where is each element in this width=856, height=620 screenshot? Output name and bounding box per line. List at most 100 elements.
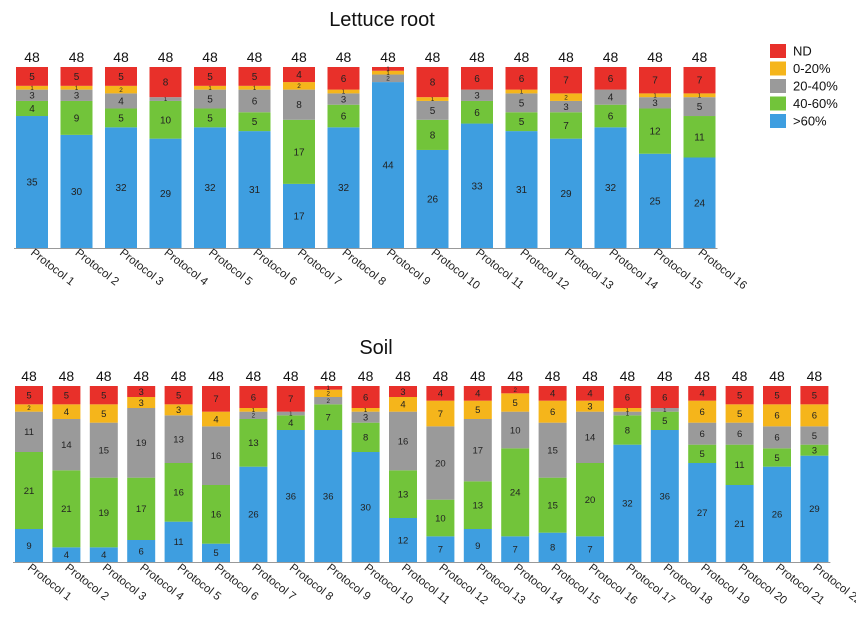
- bar-segment-0-20pct: [683, 93, 716, 98]
- data-label: 29: [809, 504, 820, 515]
- legend-item-20-40pct: 20-40%: [770, 79, 838, 94]
- bar-segment-40-60pct: [538, 477, 567, 533]
- legend-label: >60%: [793, 114, 827, 129]
- bar-segment-20-40pct: [461, 89, 493, 101]
- bar-segment-20-40pct: [276, 411, 305, 416]
- bar-segment-gt60pct: [683, 157, 716, 248]
- bar-segment-0-20pct: [501, 393, 530, 412]
- bar-segment-40-60pct: [650, 411, 679, 430]
- data-label: 26: [772, 510, 783, 521]
- bar-segment-gt60pct: [105, 127, 137, 248]
- data-label: 11: [174, 537, 184, 548]
- data-label: 29: [160, 189, 172, 200]
- data-label: 20: [585, 495, 596, 506]
- x-tick-label: Protocol 7: [295, 247, 343, 288]
- bar-segment-0-20pct: [416, 97, 449, 101]
- data-label: 5: [737, 390, 742, 401]
- data-label: 32: [605, 183, 617, 194]
- bar-segment-20-40pct: [149, 97, 182, 101]
- data-label: 6: [700, 429, 705, 440]
- bar-segment-40-60pct: [639, 108, 671, 154]
- bar-segment-0-20pct: [327, 89, 360, 94]
- data-label: 4: [64, 407, 69, 418]
- bar-segment-nd: [351, 386, 380, 408]
- data-label: 2: [326, 398, 330, 405]
- bar-stack-protocol-4: 29 10 1 8: [149, 67, 182, 248]
- bar-total-label: 48: [113, 49, 129, 65]
- bar-segment-gt60pct: [594, 127, 627, 248]
- bar-segment-20-40pct: [16, 89, 48, 101]
- data-label: 33: [471, 181, 483, 192]
- data-label: 2: [252, 413, 256, 420]
- bar-segment-20-40pct: [202, 426, 230, 485]
- data-label: 4: [700, 389, 705, 400]
- bar-segment-nd: [105, 67, 137, 86]
- data-label: 3: [341, 94, 346, 105]
- data-label: 32: [622, 499, 633, 510]
- legend-label: 0-20%: [793, 61, 831, 76]
- bar-segment-40-60pct: [576, 463, 604, 537]
- data-label: 31: [249, 185, 261, 196]
- data-label: 6: [251, 392, 256, 403]
- bar-segment-gt60pct: [202, 543, 230, 562]
- bar-segment-20-40pct: [725, 422, 754, 445]
- data-label: 32: [204, 183, 216, 194]
- bar-total-label: 48: [657, 368, 673, 384]
- bar-total-label: 48: [291, 49, 307, 65]
- data-label: 6: [625, 392, 630, 403]
- data-label: 3: [363, 412, 368, 422]
- x-tick-label: Protocol 2: [73, 247, 121, 288]
- bar-stack-protocol-16: 7 20 14 34: [576, 386, 604, 562]
- data-label: 2: [386, 76, 390, 83]
- data-label: 17: [473, 445, 484, 456]
- bar-segment-20-40pct: [60, 89, 93, 101]
- bar-segment-nd: [725, 386, 754, 405]
- bar-segment-20-40pct: [238, 89, 271, 113]
- bar-segment-nd: [238, 67, 271, 86]
- data-label: 4: [101, 550, 106, 561]
- bar-segment-0-20pct: [576, 400, 604, 412]
- bar-segment-0-20pct: [688, 400, 717, 423]
- bar-total-label: 48: [647, 49, 663, 65]
- data-label: 11: [735, 460, 745, 471]
- bar-stack-protocol-15: 8 15 15 6 4: [538, 386, 567, 562]
- bar-segment-0-20pct: [639, 93, 671, 98]
- bar-segment-nd: [576, 386, 604, 401]
- bar-segment-0-20pct: [426, 400, 455, 427]
- bar-segment-nd: [501, 386, 530, 394]
- bar-segment-0-20pct: [550, 93, 582, 101]
- data-label: 5: [101, 390, 106, 401]
- data-label: 14: [585, 433, 596, 444]
- bar-total-label: 48: [246, 368, 262, 384]
- data-label: 1: [626, 412, 630, 418]
- data-label: 3: [400, 387, 405, 397]
- bar-segment-20-40pct: [576, 411, 604, 463]
- data-label: 3: [563, 102, 568, 113]
- data-label: 15: [547, 445, 558, 456]
- data-label: 1: [626, 408, 630, 414]
- data-label: 14: [61, 440, 72, 451]
- data-label: 20: [435, 458, 446, 469]
- data-label: 35: [26, 178, 38, 189]
- data-label: 1: [342, 90, 346, 96]
- bar-stack-protocol-10: 26 8 5 1 8: [416, 67, 449, 248]
- x-tick-label: Protocol 16: [696, 247, 749, 292]
- data-label: 6: [341, 112, 347, 123]
- data-label: 5: [519, 117, 525, 128]
- data-label: 2: [297, 83, 301, 90]
- bar-stack-protocol-14: 32 6 4 6: [594, 67, 627, 248]
- bar-segment-nd: [639, 67, 671, 94]
- bar-segment-40-60pct: [15, 452, 43, 529]
- data-label: 8: [625, 425, 630, 436]
- data-label: 5: [176, 390, 181, 401]
- bar-segment-0-20pct: [283, 82, 315, 90]
- data-label: 36: [286, 491, 297, 502]
- bar-segment-gt60pct: [314, 430, 343, 562]
- bar-segment-nd: [202, 386, 230, 412]
- data-label: 5: [101, 409, 106, 420]
- bar-segment-nd: [613, 386, 642, 408]
- data-label: 6: [341, 74, 347, 85]
- bar-total-label: 48: [133, 368, 149, 384]
